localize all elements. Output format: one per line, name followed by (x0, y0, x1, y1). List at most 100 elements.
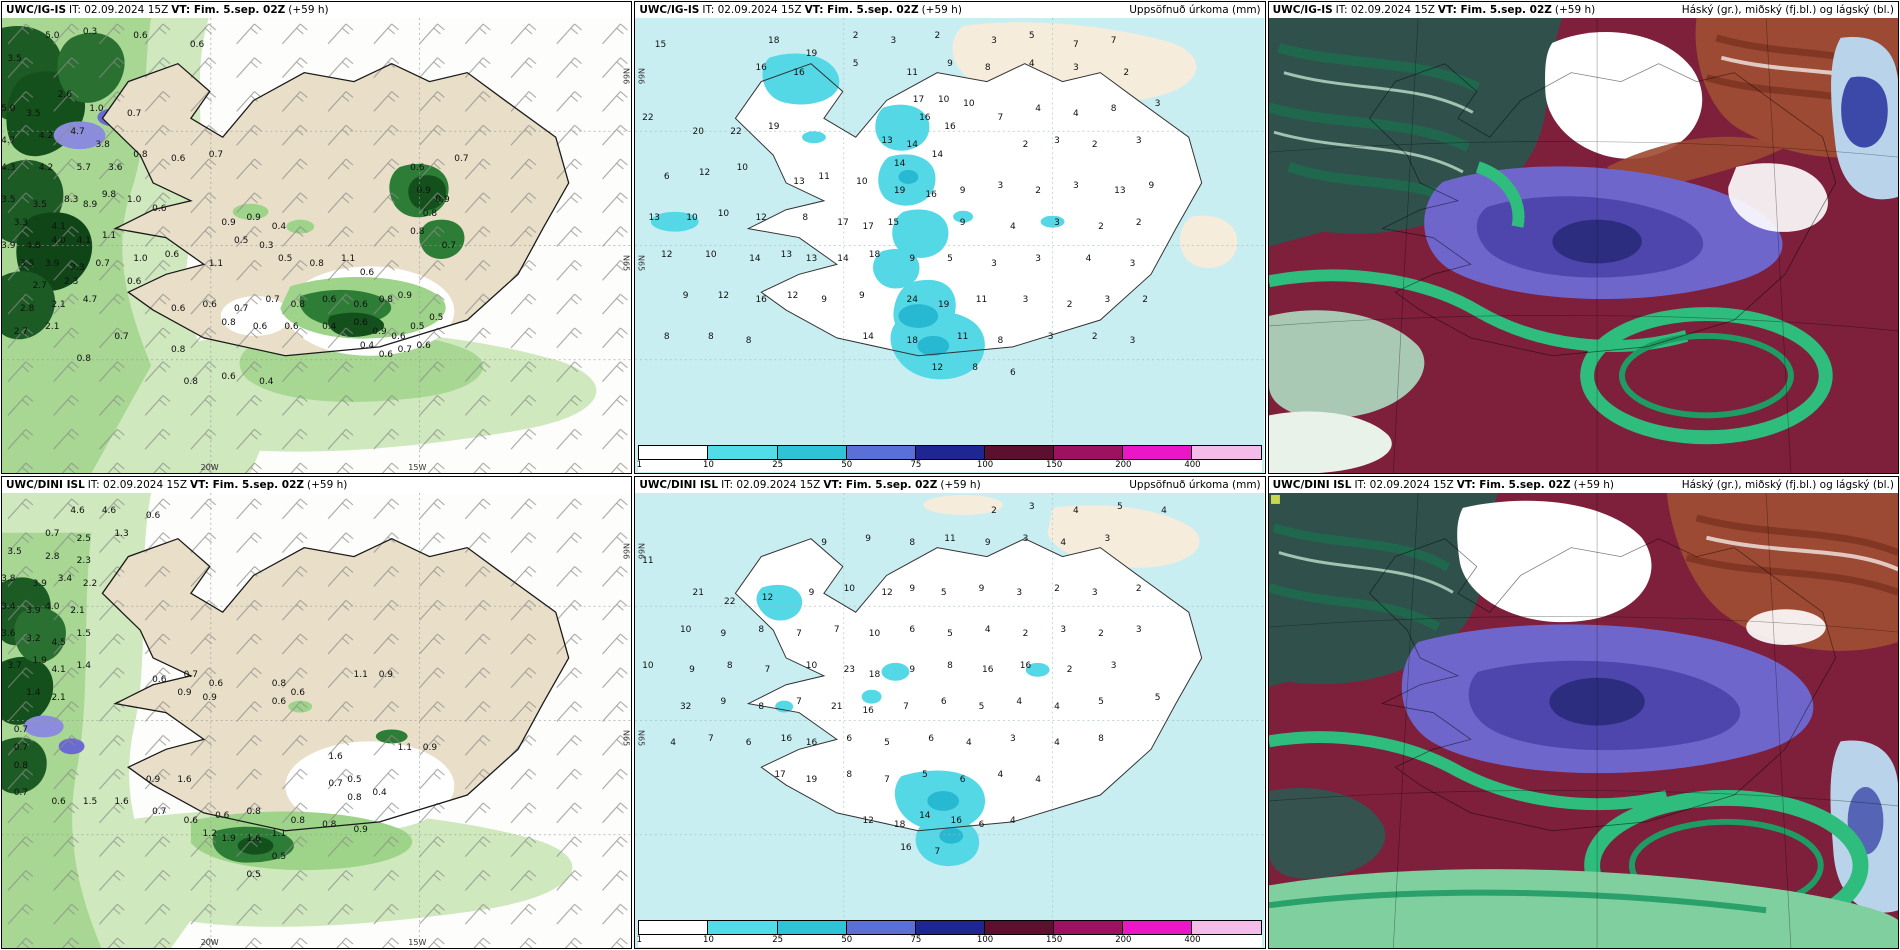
precip-value: 12 (717, 290, 730, 301)
station-value: 0.9 (353, 824, 368, 835)
precip-value: 4 (1085, 254, 1092, 265)
precip-value: 7 (934, 847, 941, 858)
precip-value: 2 (934, 31, 941, 42)
station-value: 0.6 (183, 815, 198, 826)
station-value: 0.7 (441, 240, 456, 251)
station-value: 0.8 (290, 815, 305, 826)
precip-value: 3 (997, 181, 1004, 192)
precip-value: 11 (956, 331, 969, 342)
precip-value: 5 (884, 738, 890, 749)
station-value: 1.6 (328, 751, 343, 762)
legend-tick-label: 150 (1046, 935, 1063, 945)
precip-value: 3 (1054, 135, 1060, 146)
legend-tick-label: 10 (703, 460, 714, 470)
precip-value: 18 (893, 820, 906, 831)
precip-value: 16 (805, 738, 818, 749)
precip-value: 17 (862, 222, 874, 233)
longitude-label: 20W (200, 463, 219, 472)
precip-value: 5 (940, 588, 947, 599)
panel-title: UWC/IG-IS IT: 02.09.2024 15Z VT: Fim. 5.se… (1273, 2, 1599, 18)
precip-value: 2 (1135, 583, 1142, 594)
precip-value: 2 (852, 31, 859, 42)
station-value: 3.5 (7, 547, 22, 558)
station-value: 5.7 (76, 163, 91, 174)
valid-time: VT: Fim. 5.sep. 02Z (171, 4, 286, 16)
latitude-label: N65 (621, 729, 631, 746)
precip-value: 8 (909, 538, 916, 549)
precip-value: 21 (692, 588, 704, 599)
precip-value: 10 (736, 163, 749, 174)
map-area: 4.6 4.6 0.6 0.7 2.5 1.3 3.5 2.8 2.3 3.8 3.9 3.4 2.2 3… (2, 493, 632, 948)
precip-value: 3 (1129, 258, 1136, 269)
station-value: 0.8 (133, 149, 148, 160)
panel-header: UWC/DINI ISL IT: 02.09.2024 15Z VT: Fim. 5… (1268, 477, 1898, 493)
precip-wind-map (2, 493, 632, 948)
precip-value: 14 (931, 149, 944, 160)
legend-tick-label: 1 (636, 935, 643, 945)
map-area: 1 10 25 50 75 100 150 200 (635, 493, 1265, 948)
legend-color-bar: 1 10 25 50 75 100 150 200 (637, 920, 1262, 945)
precip-value: 6 (1010, 367, 1016, 378)
station-value: 4.1 (51, 222, 66, 233)
precip-value: 9 (978, 583, 985, 594)
precip-value: 4 (1060, 538, 1067, 549)
legend-tick-label: 200 (1115, 460, 1132, 470)
station-value: 0.7 (126, 108, 142, 119)
station-value: 3.5 (32, 199, 47, 210)
station-value: 0.7 (152, 806, 167, 817)
station-value: 3.8 (95, 140, 110, 151)
station-value: 0.6 (284, 322, 299, 333)
precip-value: 5 (1028, 31, 1035, 42)
precip-value: 8 (1098, 733, 1104, 744)
station-value: 0.7 (13, 788, 29, 799)
precip-value: 2 (1098, 222, 1104, 233)
lead-time: (+59 h) (1554, 4, 1596, 16)
lead-time: (+59 h) (288, 4, 329, 16)
station-value: 0.6 (391, 331, 406, 342)
precip-value: 10 (705, 249, 717, 260)
precip-value: 9 (984, 538, 991, 549)
station-value: 0.6 (271, 697, 287, 708)
station-value: 1.6 (114, 797, 129, 808)
station-value: 0.7 (208, 149, 224, 160)
station-value: 0.9 (435, 195, 450, 205)
station-value: 0.9 (177, 688, 192, 699)
station-value: 5.0 (45, 31, 60, 42)
cloud-cover-map (1268, 18, 1898, 473)
station-value: 0.6 (416, 340, 431, 351)
station-value: 1.0 (133, 254, 148, 265)
station-value: 3.2 (26, 633, 41, 644)
precip-value: 4 (1054, 701, 1060, 712)
legend-tick-label: 75 (910, 460, 922, 470)
panel-header: UWC/DINI ISL IT: 02.09.2024 15Z VT: Fim. 5… (635, 477, 1265, 493)
precip-value: 19 (805, 774, 818, 785)
precip-value: 2 (1142, 295, 1148, 306)
precip-value: 14 (749, 254, 761, 265)
station-value: 0.6 (171, 304, 186, 315)
legend-segment: 100 (977, 446, 1055, 470)
precip-value: 12 (761, 592, 774, 603)
station-value: 3.5 (20, 258, 35, 269)
precip-value: 2 (1091, 331, 1098, 342)
station-value: 3.6 (2, 629, 16, 640)
precip-value: 9 (909, 583, 916, 594)
latitude-label: N66 (621, 543, 631, 560)
station-value: 1.9 (221, 833, 236, 844)
station-value: 0.4 (359, 340, 375, 351)
precip-value: 2 (991, 506, 997, 517)
station-value: 4.7 (82, 295, 98, 306)
station-value: 0.9 (416, 185, 431, 196)
station-value: 0.6 (164, 249, 180, 260)
map-area: 3.5 5.0 0.3 0.6 0.6 5.0 3.5 2.6 1.0 0.7 4.7 4.2 4.7 3… (2, 18, 632, 473)
legend-segment: 1 (637, 921, 709, 945)
station-value: 0.6 (189, 40, 205, 51)
station-value: 0.8 (290, 299, 305, 310)
field-title: Uppsöfnuð úrkoma (mm) (1129, 4, 1261, 16)
station-value: 0.5 (347, 774, 362, 785)
precip-value: 22 (723, 597, 736, 608)
legend-tick-label: 400 (1184, 935, 1201, 945)
precip-value: 4 (1161, 506, 1167, 517)
precip-legend: 1 10 25 50 75 100 150 200 (637, 445, 1262, 472)
latitude-label: N66 (621, 68, 631, 85)
precip-value: 19 (893, 185, 906, 196)
